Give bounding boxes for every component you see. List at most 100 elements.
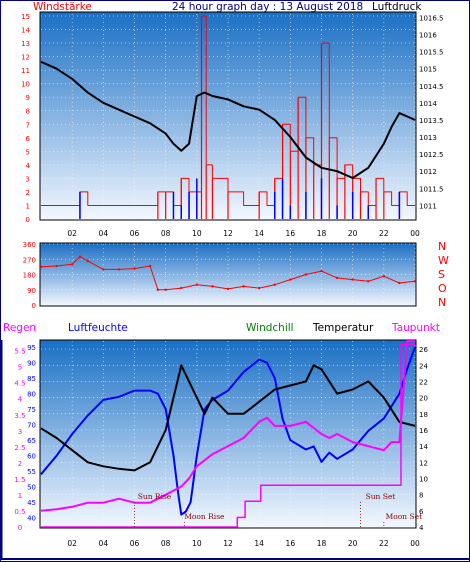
x-tick-label-top: 08 — [161, 229, 171, 238]
wind-direction-point — [78, 255, 82, 258]
x-tick-label-bottom: 22 — [379, 539, 389, 548]
temperature-tick-label: 22 — [419, 378, 428, 386]
x-tick-label-bottom: 10 — [192, 539, 202, 548]
annotation-label: Moon Set — [386, 512, 423, 521]
humidity-tick-label: 75 — [27, 406, 36, 414]
wind-direction-point — [335, 276, 339, 280]
rain-tick-label: 2 — [18, 460, 22, 468]
wind-direction-point — [351, 278, 354, 281]
pressure-tick-label: 1015 — [419, 66, 437, 74]
x-tick-label-top: 14 — [254, 229, 264, 238]
series-line-taupunkt — [40, 340, 415, 512]
rain-tick-label: 1.5 — [14, 476, 25, 484]
rain-tick-label: 5.5 — [14, 348, 25, 356]
wind-direction-point — [86, 259, 89, 263]
wind-tick-label: 11 — [21, 67, 30, 75]
x-tick-label-bottom: 08 — [161, 539, 171, 548]
rain-tick-label: 0.5 — [14, 508, 25, 516]
rain-tick-label: 0 — [18, 524, 22, 532]
x-tick-label-bottom: 12 — [223, 539, 233, 548]
x-tick-label-top: 18 — [317, 229, 327, 238]
x-tick-label-bottom: 02 — [67, 539, 77, 548]
pressure-tick-label: 1013.5 — [419, 117, 444, 125]
wind-tick-label: 13 — [21, 40, 30, 48]
wind-direction-point — [180, 286, 183, 290]
x-tick-label-top: 02 — [67, 229, 77, 238]
temperature-tick-label: 12 — [419, 459, 428, 467]
x-tick-label-bottom: 04 — [99, 539, 109, 548]
wind-direction-point — [367, 280, 370, 283]
wind-direction-point — [102, 268, 105, 271]
rain-tick-label: 4.5 — [14, 380, 25, 388]
legend-entry: Luftfeuchte — [68, 322, 128, 334]
x-tick-label-bottom: 14 — [254, 539, 264, 548]
pressure-tick-label: 1013 — [419, 134, 437, 142]
axis-labels: 012345678910111213141510111011.510121012… — [3, 13, 449, 548]
pressure-axis-title: Luftdruck — [372, 1, 422, 13]
rain-tick-label: 2.5 — [14, 444, 25, 452]
rain-tick-label: 3.5 — [14, 412, 25, 420]
pressure-tick-label: 1015.5 — [419, 49, 444, 57]
wind-direction-point — [148, 264, 152, 268]
humidity-tick-label: 70 — [27, 422, 36, 430]
humidity-tick-label: 90 — [27, 360, 36, 368]
wind-direction-point — [320, 269, 323, 273]
wind-tick-label: 2 — [26, 189, 30, 197]
x-tick-label-bottom: 06 — [130, 539, 140, 548]
humidity-tick-label: 45 — [27, 499, 36, 507]
wind-direction-point — [55, 264, 58, 268]
direction-tick-label: 180 — [23, 272, 36, 280]
wind-tick-label: 14 — [21, 27, 30, 35]
x-tick-label-top: 12 — [223, 229, 233, 238]
pressure-tick-label: 1012 — [419, 168, 437, 176]
temperature-tick-label: 20 — [419, 395, 428, 403]
wind-tick-label: 12 — [21, 54, 30, 62]
temperature-tick-label: 26 — [419, 346, 428, 354]
x-tick-label-top: 04 — [99, 229, 109, 238]
wind-direction-point — [133, 267, 136, 270]
wind-tick-label: 1 — [26, 202, 30, 210]
legend-entry: Temperatur — [312, 322, 374, 334]
compass-label: S — [438, 268, 445, 281]
x-tick-label-bottom: 00 — [410, 539, 420, 548]
left-border-bar — [0, 340, 3, 560]
x-tick-label-top: 10 — [192, 229, 202, 238]
direction-tick-label: 270 — [23, 256, 36, 264]
x-tick-label-bottom: 20 — [348, 539, 358, 548]
humidity-tick-label: 65 — [27, 437, 36, 445]
wind-direction-point — [39, 265, 43, 269]
x-tick-label-top: 16 — [286, 229, 296, 238]
x-tick-label-top: 06 — [130, 229, 140, 238]
humidity-tick-label: 80 — [27, 391, 36, 399]
wind-direction-point — [304, 273, 308, 276]
humidity-tick-label: 60 — [27, 453, 36, 461]
annotation-label: Sun Rise — [138, 492, 172, 501]
humidity-tick-label: 55 — [27, 468, 36, 476]
legend-entry: Taupunkt — [391, 322, 440, 334]
rain-tick-label: 5 — [18, 364, 22, 372]
wind-direction-point — [164, 288, 167, 291]
x-tick-label-top: 22 — [379, 229, 389, 238]
pressure-tick-label: 1011 — [419, 202, 437, 210]
wind-direction-point — [226, 287, 230, 291]
wind-tick-label: 3 — [26, 175, 30, 183]
rain-tick-label: 1 — [18, 492, 22, 500]
bottom-border-bar — [0, 558, 470, 560]
wind-tick-label: 4 — [26, 162, 31, 170]
wind-tick-label: 6 — [26, 135, 31, 143]
annotation-label: Moon Rise — [184, 512, 225, 521]
wind-tick-label: 9 — [26, 94, 30, 102]
pressure-tick-label: 1012.5 — [419, 151, 444, 159]
wind-tick-label: 7 — [26, 121, 30, 129]
wind-direction-point — [156, 288, 160, 291]
compass-label: N — [438, 296, 446, 309]
series-line-temperatur — [40, 364, 416, 472]
temperature-tick-label: 18 — [419, 411, 428, 419]
wind-axis-title: Windstärke — [33, 1, 92, 13]
humidity-tick-label: 50 — [27, 484, 36, 492]
wind-direction-point — [257, 286, 261, 290]
pressure-tick-label: 1014 — [419, 100, 437, 108]
wind-direction-point — [289, 278, 292, 281]
